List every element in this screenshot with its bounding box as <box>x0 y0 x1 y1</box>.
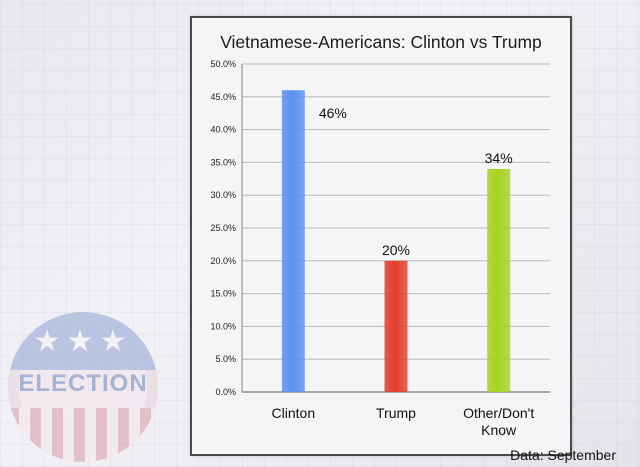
badge-blue-band <box>8 312 158 370</box>
y-tick-label: 15.0% <box>210 289 236 299</box>
y-tick-label: 25.0% <box>210 223 236 233</box>
chart-title: Vietnamese-Americans: Clinton vs Trump <box>220 32 542 52</box>
y-tick-label: 0.0% <box>215 387 236 397</box>
y-tick-label: 20.0% <box>210 256 236 266</box>
y-tick-label: 10.0% <box>210 321 236 331</box>
data-label: 46% <box>319 105 347 121</box>
data-label: 34% <box>485 150 513 166</box>
chart-card: Vietnamese-Americans: Clinton vs Trump 0… <box>190 16 572 456</box>
data-label: 20% <box>382 242 410 258</box>
y-tick-label: 35.0% <box>210 157 236 167</box>
bar <box>487 168 511 392</box>
category-label: Trump <box>376 405 416 421</box>
bar <box>281 90 305 393</box>
election-badge: ★★★ ELECTION <box>8 312 158 462</box>
y-tick-label: 45.0% <box>210 92 236 102</box>
badge-word: ELECTION <box>18 370 148 397</box>
y-tick-label: 5.0% <box>215 354 236 364</box>
y-tick-label: 40.0% <box>210 125 236 135</box>
category-label: Other/Don't <box>463 405 534 421</box>
badge-stripes <box>8 408 158 462</box>
category-label: Know <box>481 422 517 438</box>
bar <box>384 260 408 392</box>
badge-stars-icon: ★★★ <box>33 324 133 359</box>
bar-chart: 0.0% 5.0% 10.0% 15.0% 20.0% 25.0% 30.0% 35.0% 40… <box>210 59 550 438</box>
category-label: Clinton <box>272 405 316 421</box>
y-tick-label: 50.0% <box>210 59 236 69</box>
data-caption: Data: September <box>510 447 616 463</box>
y-tick-label: 30.0% <box>210 190 236 200</box>
